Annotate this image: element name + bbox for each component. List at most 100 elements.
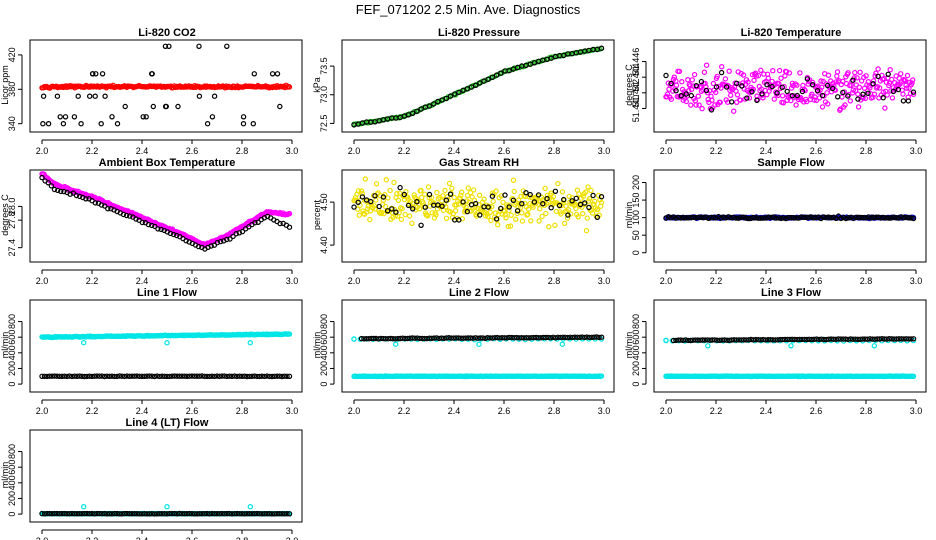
data-point (409, 335, 416, 341)
data-point (167, 230, 174, 237)
data-point (758, 337, 764, 343)
data-point (719, 337, 725, 343)
data-point (481, 196, 487, 202)
data-point (583, 189, 589, 195)
data-point (898, 71, 904, 77)
data-point (467, 335, 474, 341)
data-point (700, 214, 707, 221)
data-point (898, 214, 904, 220)
data-point (748, 215, 754, 222)
data-point (247, 340, 253, 346)
data-point (668, 80, 674, 87)
y-tick-label: 150 (631, 193, 641, 208)
data-point (860, 214, 867, 221)
data-point (703, 87, 710, 94)
data-point (890, 214, 897, 220)
data-point (92, 93, 98, 99)
y-tick-label: 51.444 (631, 63, 641, 91)
data-point (89, 373, 95, 380)
data-point (286, 84, 293, 90)
series-black (40, 43, 283, 127)
data-point (876, 85, 883, 91)
data-point (880, 94, 886, 101)
x-tick-label: 3.0 (286, 276, 299, 286)
data-point (199, 511, 205, 517)
data-point (66, 511, 73, 517)
data-point (66, 373, 73, 379)
data-point (525, 206, 532, 212)
series-black (39, 510, 293, 517)
data-point (855, 96, 861, 102)
data-point (61, 510, 68, 517)
data-point (259, 373, 265, 379)
data-point (252, 219, 258, 226)
x-tick-label: 2.6 (186, 536, 199, 540)
data-point (552, 188, 559, 194)
data-point (853, 214, 859, 221)
data-point (576, 191, 582, 197)
x-tick-label: 3.0 (598, 146, 611, 156)
data-point (525, 211, 531, 217)
series-magenta (39, 171, 293, 249)
data-point (239, 373, 245, 379)
data-point (224, 373, 230, 380)
data-point (800, 214, 807, 220)
panel-title: Li-820 Pressure (438, 27, 520, 39)
data-point (216, 511, 223, 517)
data-point (419, 335, 425, 342)
data-point (779, 84, 785, 91)
data-point (718, 215, 724, 221)
data-point (552, 335, 559, 341)
data-point (281, 511, 288, 517)
data-point (460, 199, 466, 205)
data-point (219, 510, 225, 517)
data-point (485, 213, 491, 220)
data-point (209, 114, 216, 120)
data-point (502, 192, 508, 198)
plot-frame (29, 429, 303, 523)
data-point (418, 222, 424, 228)
data-point (734, 80, 740, 87)
data-point (835, 94, 841, 100)
data-point (565, 212, 571, 218)
data-point (383, 336, 389, 342)
data-point (78, 120, 84, 127)
data-point (679, 78, 685, 85)
data-point (410, 206, 416, 212)
data-point (702, 337, 708, 343)
data-point (206, 511, 213, 517)
data-point (224, 43, 230, 50)
data-point (429, 335, 435, 341)
data-point (691, 71, 698, 78)
data-point (689, 77, 696, 83)
data-point (713, 84, 720, 90)
data-point (399, 205, 405, 212)
data-point (823, 214, 829, 221)
data-point (148, 222, 155, 229)
x-tick-label: 2.2 (86, 536, 99, 540)
data-point (455, 335, 462, 341)
data-point (810, 215, 817, 221)
data-point (905, 215, 912, 221)
data-point (206, 373, 213, 380)
data-point (673, 215, 679, 221)
series-cyan-dips (663, 337, 878, 349)
data-point (584, 334, 590, 340)
data-point (718, 69, 725, 76)
data-point (769, 83, 775, 90)
data-point (416, 206, 423, 212)
y-axis-label: ml/min (312, 332, 322, 359)
data-point (573, 205, 579, 212)
data-point (824, 90, 830, 96)
data-point (560, 334, 566, 340)
data-point (558, 211, 564, 217)
data-point (395, 335, 401, 342)
data-point (542, 185, 548, 192)
data-point (211, 93, 218, 99)
data-point (73, 192, 80, 199)
data-point (173, 232, 180, 239)
data-point (818, 78, 824, 84)
data-point (422, 191, 428, 197)
data-point (121, 510, 128, 517)
data-point (396, 210, 402, 216)
